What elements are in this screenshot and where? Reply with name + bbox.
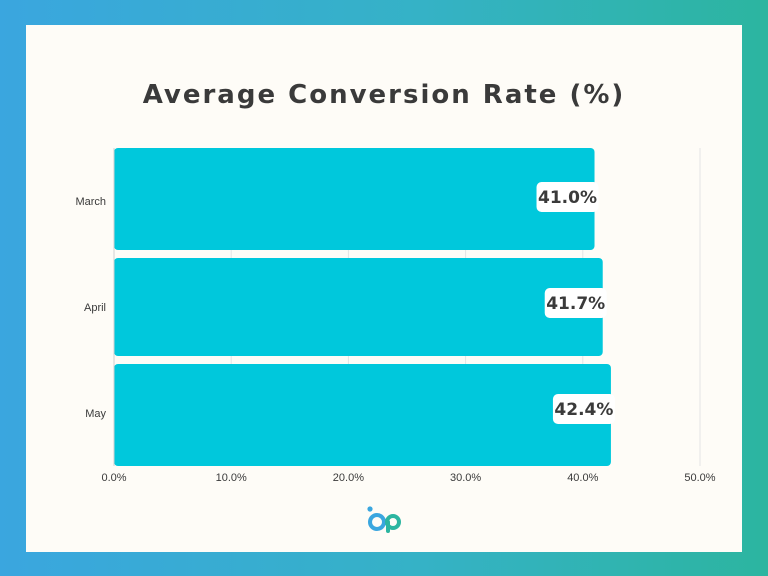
x-tick-label: 50.0% bbox=[684, 472, 715, 484]
x-tick-label: 20.0% bbox=[333, 472, 364, 484]
value-labels: 41.0% 41.7% 42.4% bbox=[536, 182, 615, 424]
bars bbox=[114, 148, 611, 466]
category-label: May bbox=[85, 408, 106, 420]
x-tick-label: 10.0% bbox=[216, 472, 247, 484]
x-tick-label: 40.0% bbox=[567, 472, 598, 484]
x-tick-label: 30.0% bbox=[450, 472, 481, 484]
value-label: 41.0% bbox=[538, 188, 597, 208]
value-label-box bbox=[552, 394, 615, 424]
bar-march bbox=[114, 148, 595, 250]
value-label: 42.4% bbox=[554, 400, 613, 420]
axes: 0.0% 10.0% 20.0% 30.0% 40.0% 50.0% March April M… bbox=[75, 148, 716, 484]
category-label: April bbox=[84, 302, 106, 314]
bar-april bbox=[114, 258, 603, 356]
value-label: 41.7% bbox=[546, 294, 605, 314]
brand-logo-icon bbox=[367, 506, 401, 533]
category-label: March bbox=[75, 196, 106, 208]
value-label-box bbox=[544, 288, 607, 318]
chart-title: Average Conversion Rate (%) bbox=[142, 80, 626, 110]
bar-may bbox=[114, 364, 611, 466]
value-label-box bbox=[536, 182, 599, 212]
x-tick-label: 0.0% bbox=[101, 472, 126, 484]
